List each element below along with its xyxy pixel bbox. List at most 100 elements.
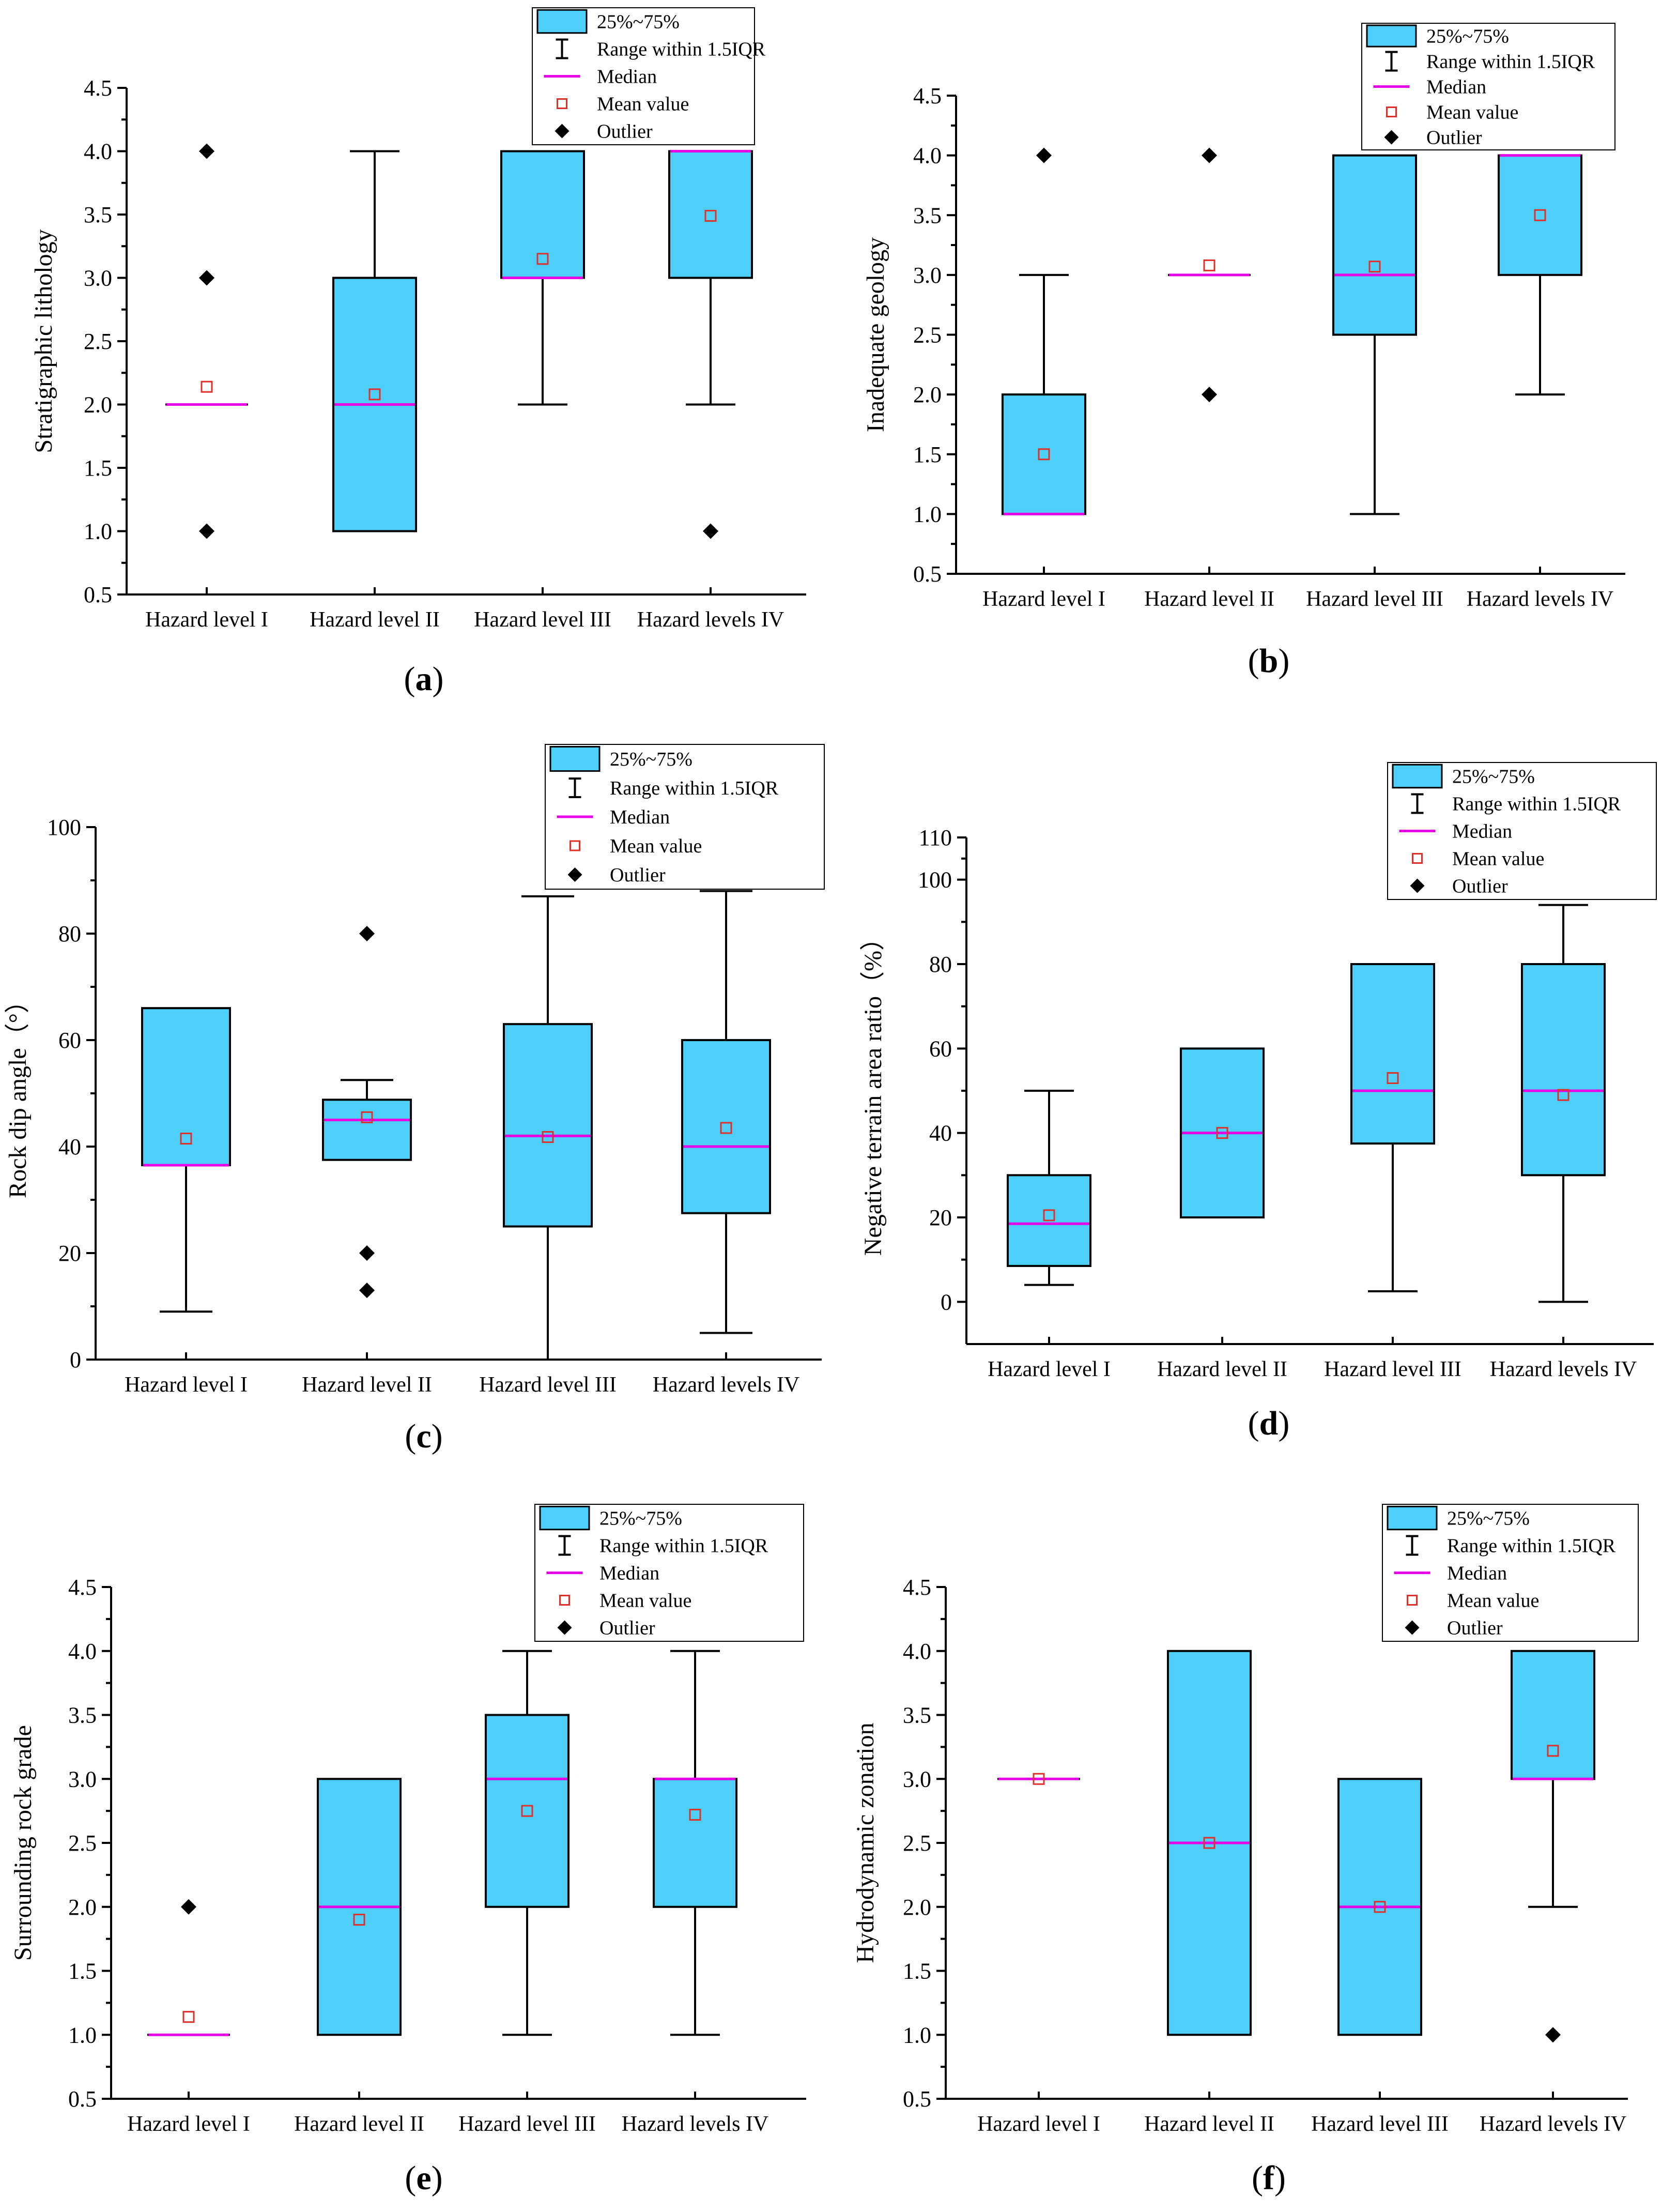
box-1 — [1002, 147, 1086, 515]
mean-marker — [353, 1914, 365, 1926]
mean-marker — [542, 1131, 554, 1143]
panel-label-open: ( — [405, 1417, 416, 1455]
outlier-point — [1036, 147, 1052, 163]
y-tick-label: 3.0 — [903, 1766, 931, 1792]
box-1 — [147, 1899, 230, 2036]
panel-label-open: ( — [405, 2159, 416, 2197]
y-tick-label: 3.0 — [68, 1766, 97, 1792]
x-category-label: Hazard level II — [294, 2112, 424, 2136]
x-category-label: Hazard level III — [1311, 2112, 1449, 2136]
y-tick-label: 80 — [58, 921, 81, 947]
legend-outlier-swatch — [1405, 1620, 1420, 1635]
y-tick-label: 110 — [919, 825, 952, 850]
panel-label: (d) — [1248, 1405, 1290, 1442]
mean-marker — [1203, 259, 1215, 271]
y-tick-label: 1.5 — [68, 1959, 97, 1984]
box-3 — [503, 895, 593, 1361]
legend-mean-swatch — [559, 1595, 570, 1606]
outlier-point — [1545, 2027, 1561, 2043]
box-2 — [317, 1778, 402, 2036]
iqr-box — [668, 150, 753, 279]
legend-whisker-swatch — [556, 38, 568, 59]
x-category-label: Hazard level II — [302, 1373, 432, 1397]
legend-label-mean: Mean value — [1452, 848, 1544, 870]
x-category-label: Hazard levels IV — [637, 608, 784, 632]
y-tick-label: 1.0 — [913, 501, 942, 527]
iqr-box — [1002, 393, 1086, 515]
y-tick-label: 1.0 — [903, 2022, 931, 2048]
legend: 25%~75% Range within 1.5IQR Median Mean val… — [1361, 23, 1615, 150]
x-category-label: Hazard level III — [474, 608, 611, 632]
legend: 25%~75% Range within 1.5IQR Median Mean val… — [545, 744, 825, 890]
iqr-box — [1521, 963, 1606, 1177]
legend-label-whisker: Range within 1.5IQR — [1452, 794, 1621, 815]
box-2 — [1180, 1047, 1265, 1219]
y-tick-label: 0 — [70, 1347, 81, 1372]
chart-panel-e: 0.5 1.0 1.5 2.0 2.5 3.0 3.5 4.0 4.5 Hazard level … — [9, 1504, 806, 2197]
y-tick-label: 0 — [941, 1289, 952, 1315]
x-category-label: Hazard level II — [1144, 2112, 1274, 2136]
x-category-label: Hazard level II — [1144, 587, 1274, 611]
y-tick-label: 60 — [58, 1028, 81, 1053]
x-category-label: Hazard level I — [977, 2112, 1100, 2136]
iqr-box — [500, 150, 585, 279]
y-axis-title: Surrounding rock grade — [9, 1725, 37, 1961]
mean-marker — [536, 253, 549, 265]
legend-outlier-swatch — [1384, 130, 1399, 145]
y-axis-title: Hydrodynamic zonation — [852, 1722, 879, 1963]
legend-label-median: Median — [610, 806, 670, 828]
y-axis-title: Stratigraphic lithology — [30, 229, 57, 453]
box-3 — [485, 1650, 570, 2036]
legend: 25%~75% Range within 1.5IQR Median Mean val… — [532, 7, 766, 145]
legend-label-box: 25%~75% — [597, 11, 680, 33]
legend: 25%~75% Range within 1.5IQR Median Mean val… — [1382, 1504, 1639, 1642]
legend-label-box: 25%~75% — [610, 749, 692, 770]
panel-label-letter: a — [416, 660, 433, 698]
legend: 25%~75% Range within 1.5IQR Median Mean val… — [534, 1504, 804, 1642]
panel-label-close: ) — [1278, 1405, 1289, 1442]
y-tick-label: 100 — [47, 815, 81, 840]
panel-label-close: ) — [433, 660, 444, 698]
legend-label-median: Median — [1447, 1563, 1507, 1584]
chart-panel-b: 0.5 1.0 1.5 2.0 2.5 3.0 3.5 4.0 4.5 Hazard level … — [862, 23, 1625, 680]
y-tick-label: 4.5 — [903, 1575, 931, 1600]
legend-label-outlier: Outlier — [1426, 127, 1482, 149]
legend-label-outlier: Outlier — [610, 864, 666, 886]
outlier-point — [359, 1283, 375, 1299]
legend-mean-swatch — [1407, 1595, 1418, 1606]
legend-label-box: 25%~75% — [599, 1508, 682, 1530]
mean-marker — [521, 1805, 533, 1817]
y-tick-label: 0.5 — [84, 582, 112, 607]
y-tick-label: 3.0 — [84, 266, 112, 291]
box-3 — [1337, 1778, 1422, 2036]
iqr-box — [141, 1007, 231, 1167]
y-tick-label: 0.5 — [913, 561, 942, 587]
panel-label-open: ( — [1248, 1405, 1259, 1442]
y-tick-label: 40 — [58, 1134, 81, 1160]
y-tick-label: 2.0 — [84, 392, 112, 418]
y-tick-label: 100 — [918, 867, 952, 893]
x-category-label: Hazard level I — [982, 587, 1105, 611]
box-1 — [141, 1007, 231, 1313]
y-tick-label: 3.5 — [84, 202, 112, 227]
mean-marker — [1534, 209, 1546, 221]
legend-outlier-swatch — [555, 124, 570, 139]
x-category-label: Hazard level I — [127, 2112, 250, 2136]
mean-marker — [689, 1809, 701, 1821]
y-axis-title: Negative terrain area ratio（%） — [859, 926, 887, 1256]
legend-label-outlier: Outlier — [1452, 876, 1508, 897]
box-1 — [997, 1773, 1080, 1785]
box-3 — [500, 150, 585, 406]
legend-label-mean: Mean value — [599, 1590, 691, 1612]
panel-label: (b) — [1248, 642, 1290, 680]
x-category-label: Hazard level II — [310, 608, 440, 632]
mean-marker — [361, 1111, 373, 1123]
box-1 — [1007, 1090, 1091, 1286]
panel-label-letter: b — [1259, 642, 1279, 680]
panel-label: (a) — [404, 660, 444, 698]
legend-label-mean: Mean value — [597, 94, 689, 115]
legend-label-median: Median — [1426, 77, 1486, 98]
iqr-box — [1332, 154, 1417, 336]
outlier-point — [359, 1245, 375, 1261]
box-4 — [653, 1650, 737, 2036]
